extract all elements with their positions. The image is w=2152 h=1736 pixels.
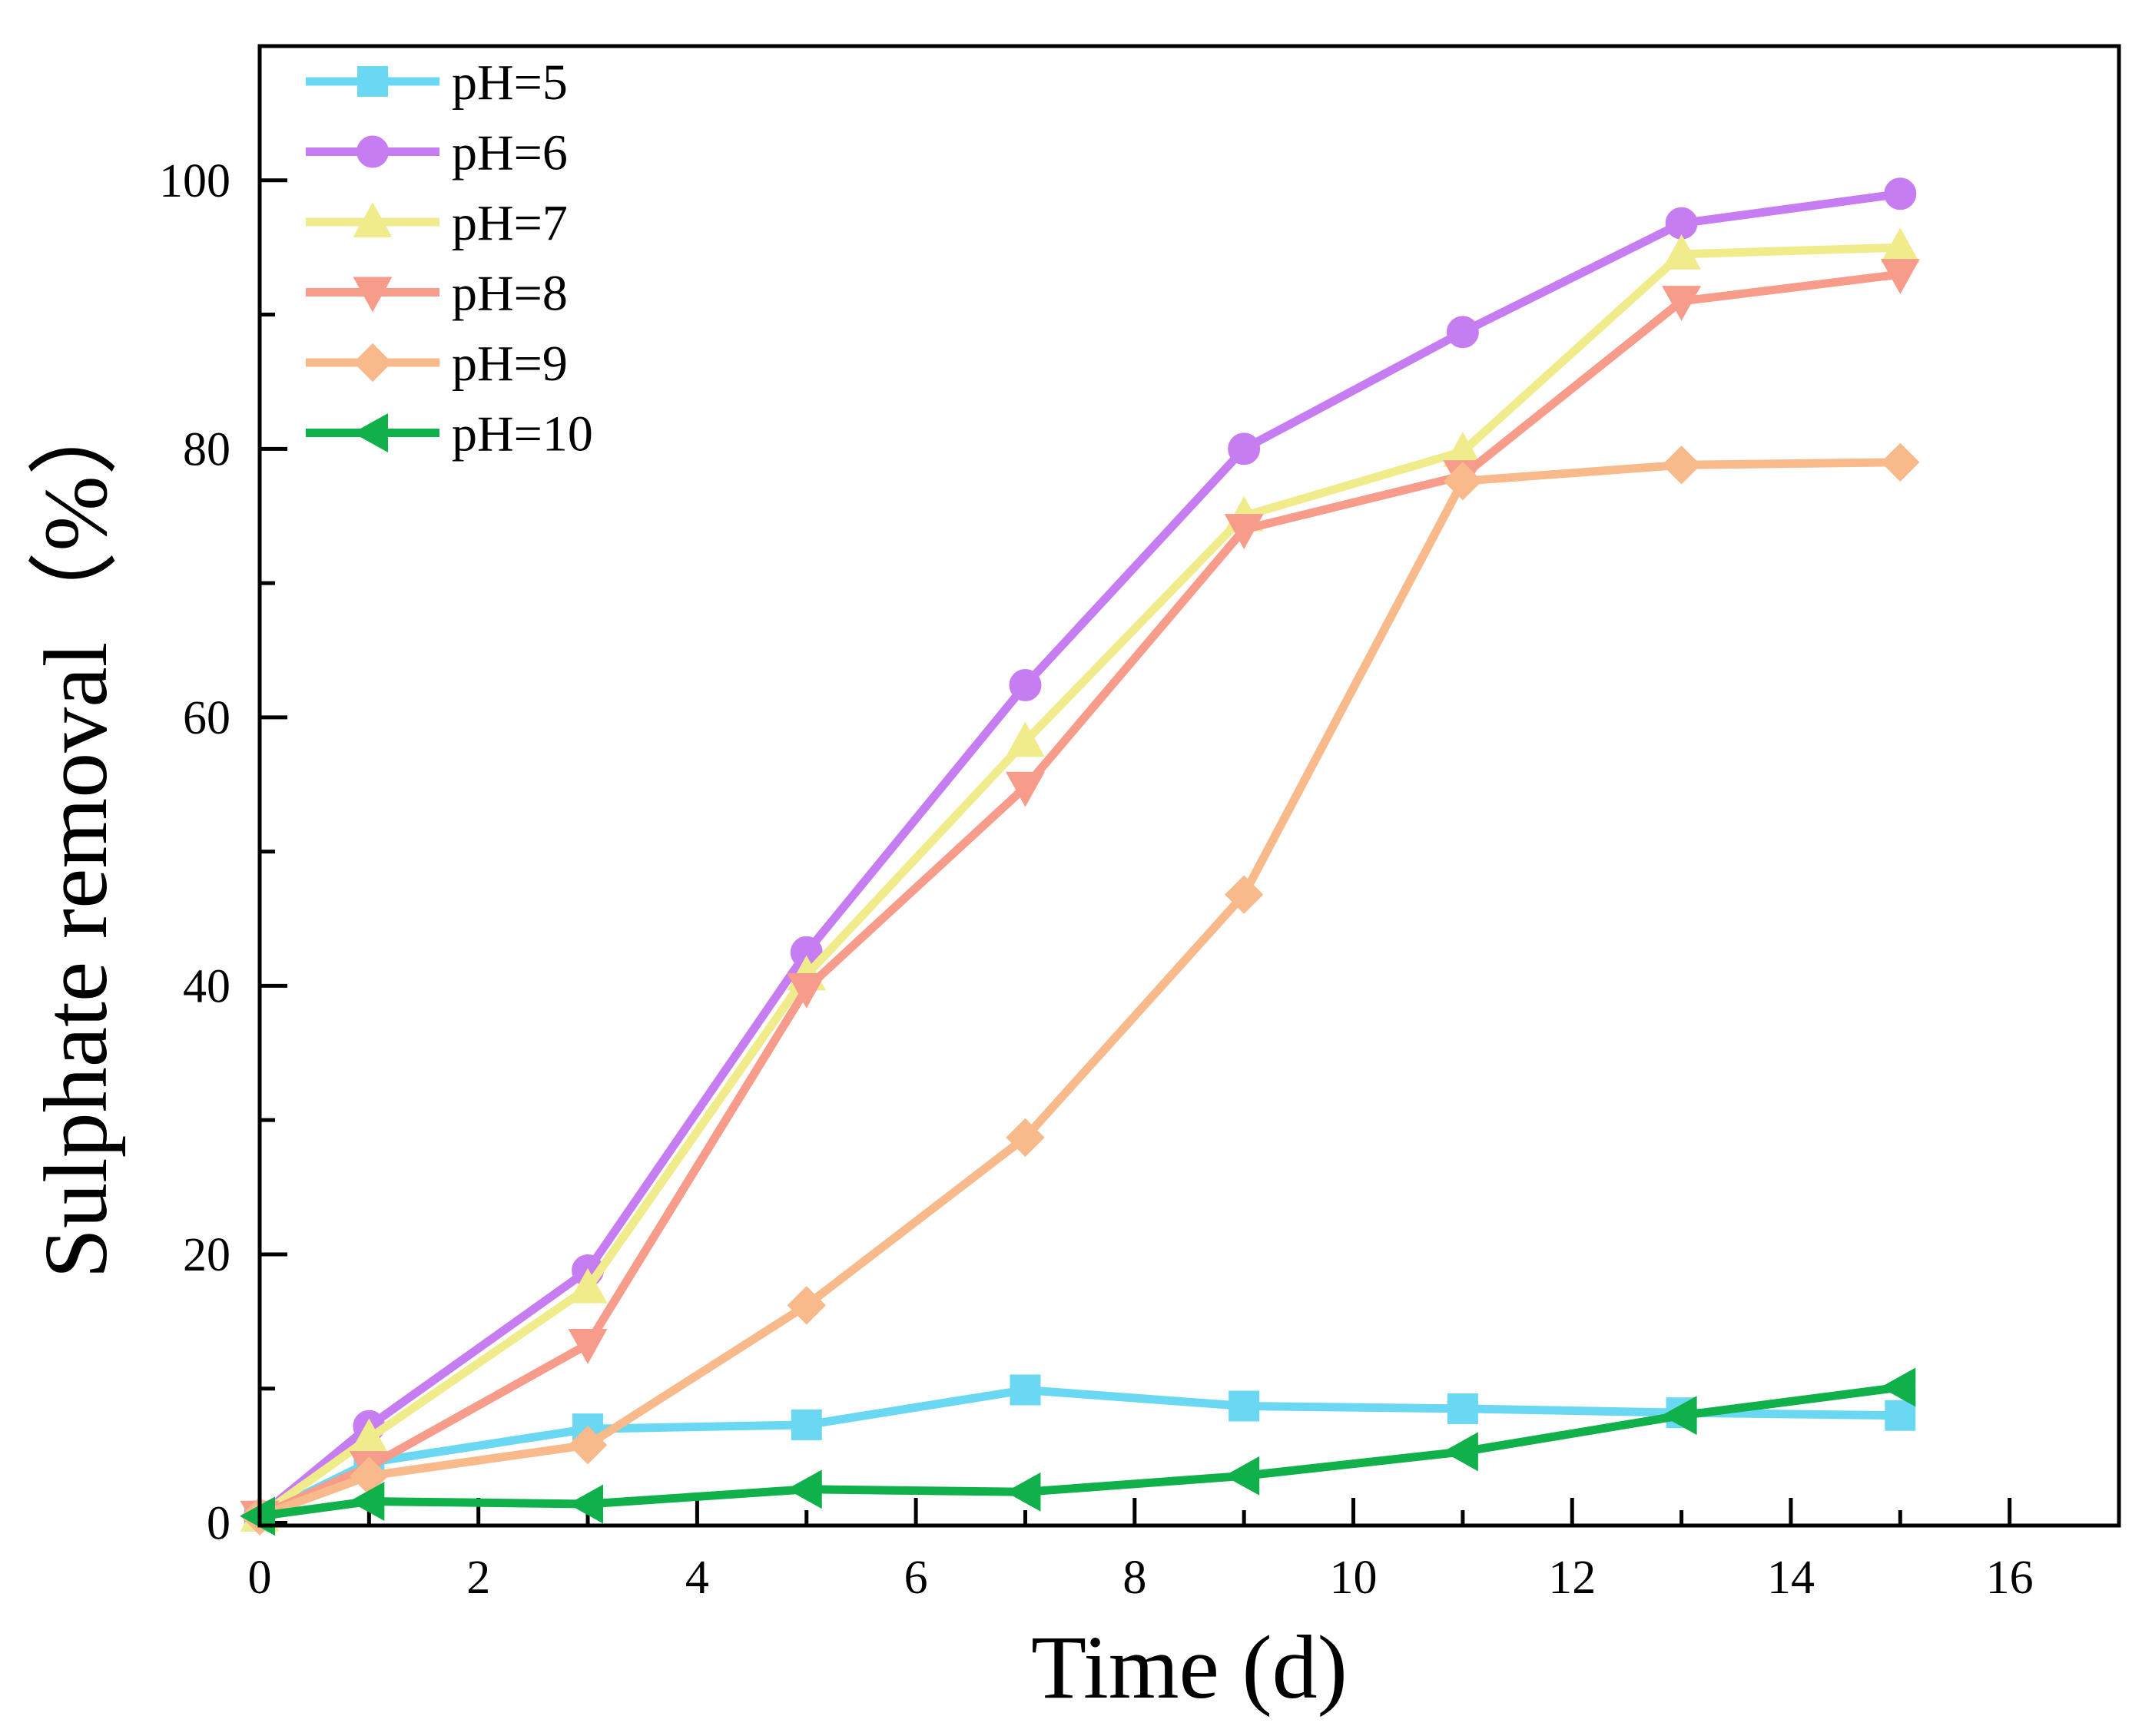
data-point — [568, 1425, 608, 1465]
legend-entry: pH=6 — [306, 125, 568, 181]
y-tick-label: 80 — [183, 423, 230, 475]
data-point — [787, 972, 827, 1009]
data-point — [786, 1469, 822, 1509]
data-point — [1224, 514, 1264, 549]
x-tick-label: 8 — [1122, 1552, 1146, 1604]
legend-marker — [357, 66, 388, 97]
data-point — [1228, 432, 1261, 465]
legend-entry: pH=7 — [306, 195, 568, 251]
legend-marker — [353, 277, 393, 313]
data-point — [1880, 259, 1920, 294]
y-tick-label: 0 — [207, 1498, 230, 1550]
data-point — [1884, 177, 1917, 210]
legend-marker — [353, 343, 393, 383]
x-tick-label: 12 — [1548, 1552, 1596, 1604]
x-axis-title: Time (d) — [1031, 1617, 1348, 1718]
data-point — [1661, 1396, 1697, 1436]
legend-marker — [353, 413, 388, 452]
legend-entry: pH=9 — [306, 336, 568, 392]
legend-label: pH=9 — [452, 336, 568, 392]
x-tick-label: 10 — [1330, 1552, 1378, 1604]
data-point — [1881, 442, 1920, 482]
x-tick-label: 0 — [248, 1552, 272, 1604]
legend: pH=5 pH=6 pH=7 pH=8 pH=9 pH=10 — [306, 55, 593, 462]
data-point — [1224, 1456, 1260, 1496]
legend-entry: pH=5 — [306, 55, 568, 111]
tick-labels: 0 2 4 6 8 10 12 14 16 0 20 40 60 80 100 — [159, 155, 2034, 1604]
legend-marker — [356, 135, 389, 168]
legend-entry: pH=8 — [306, 266, 568, 322]
data-point — [1665, 207, 1698, 240]
series-pH=9 — [240, 442, 1920, 1536]
data-point — [787, 1286, 826, 1325]
y-tick-label: 60 — [183, 692, 230, 744]
data-point — [1446, 316, 1479, 349]
legend-label: pH=5 — [452, 55, 568, 111]
plot-frame — [257, 44, 2121, 1528]
axis-ticks — [257, 178, 2012, 1526]
data-point — [791, 1409, 822, 1440]
data-point — [1662, 234, 1702, 270]
data-point — [1662, 286, 1702, 321]
x-tick-label: 4 — [685, 1552, 709, 1604]
data-point — [568, 1484, 604, 1524]
data-point — [1447, 1393, 1478, 1424]
data-point — [1880, 1367, 1916, 1407]
data-point — [568, 1267, 608, 1304]
y-tick-label: 40 — [183, 960, 230, 1012]
legend-label: pH=6 — [452, 125, 568, 181]
data-point — [1229, 1390, 1260, 1422]
data-point — [1885, 1400, 1916, 1431]
data-point — [1006, 721, 1045, 757]
legend-marker — [353, 202, 393, 237]
data-point — [1010, 1374, 1041, 1406]
data-point — [1225, 875, 1264, 914]
y-axis-title: Sulphate removal（%） — [25, 385, 126, 1278]
legend-entry: pH=10 — [306, 406, 593, 462]
data-point — [1443, 462, 1483, 501]
y-tick-label: 20 — [183, 1229, 230, 1281]
y-tick-label: 100 — [159, 155, 230, 207]
data-point — [1662, 446, 1701, 485]
x-tick-label: 14 — [1767, 1552, 1815, 1604]
data-point — [1006, 771, 1045, 807]
x-tick-label: 16 — [1986, 1552, 2034, 1604]
data-point — [1005, 1472, 1041, 1512]
data-point — [1443, 1432, 1478, 1472]
legend-label: pH=8 — [452, 266, 568, 322]
data-point — [349, 1482, 385, 1521]
legend-label: pH=10 — [452, 406, 593, 462]
data-point — [568, 1329, 608, 1364]
legend-label: pH=7 — [452, 195, 568, 251]
x-tick-label: 2 — [466, 1552, 490, 1604]
x-tick-label: 6 — [904, 1552, 928, 1604]
data-point — [1006, 1118, 1045, 1158]
data-point — [1009, 668, 1042, 701]
